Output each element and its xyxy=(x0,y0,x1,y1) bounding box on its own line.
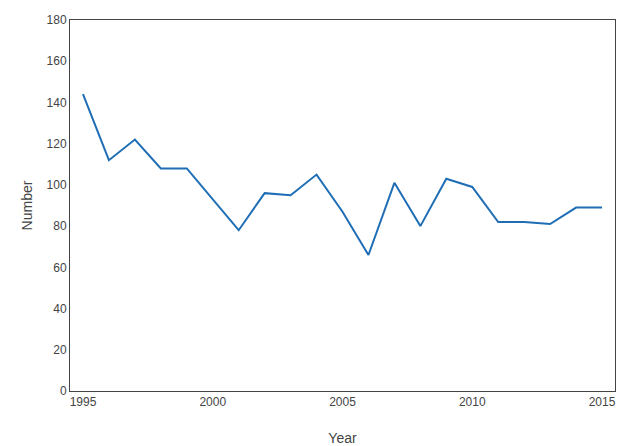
svg-text:20: 20 xyxy=(53,343,67,357)
svg-text:100: 100 xyxy=(47,178,67,192)
svg-text:140: 140 xyxy=(47,96,67,110)
svg-text:40: 40 xyxy=(53,302,67,316)
svg-text:80: 80 xyxy=(53,219,67,233)
svg-text:180: 180 xyxy=(47,13,67,27)
svg-text:60: 60 xyxy=(53,261,67,275)
svg-text:Year: Year xyxy=(328,430,357,446)
svg-text:2000: 2000 xyxy=(199,395,226,409)
svg-text:160: 160 xyxy=(47,54,67,68)
svg-text:120: 120 xyxy=(47,137,67,151)
svg-text:2005: 2005 xyxy=(329,395,356,409)
svg-text:2015: 2015 xyxy=(589,395,616,409)
svg-text:1995: 1995 xyxy=(70,395,97,409)
svg-text:2010: 2010 xyxy=(459,395,486,409)
svg-text:0: 0 xyxy=(60,384,67,398)
svg-text:Number: Number xyxy=(19,180,35,230)
